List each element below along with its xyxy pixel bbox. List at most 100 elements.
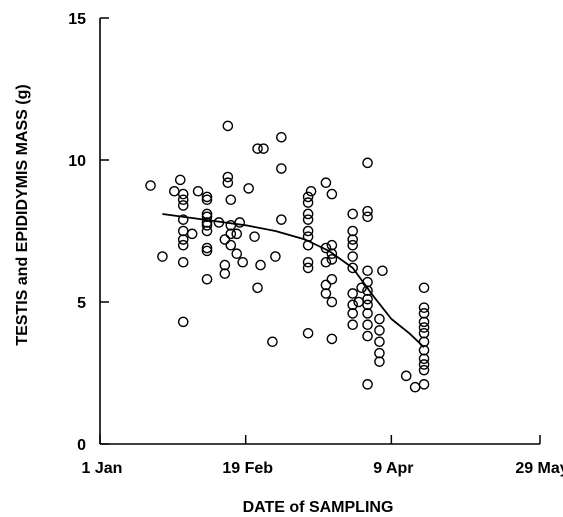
data-point <box>255 259 266 271</box>
data-point <box>418 282 430 294</box>
axis-ticks: 1 Jan 19 Feb 9 Apr 29 May 0 5 10 15 <box>68 11 563 477</box>
data-point <box>201 211 213 223</box>
data-point <box>302 208 314 220</box>
data-points <box>145 120 430 393</box>
data-point <box>362 299 373 311</box>
data-point <box>374 325 385 336</box>
x-tick-label: 29 May <box>515 460 563 477</box>
data-point <box>347 239 359 251</box>
data-point <box>201 194 213 206</box>
data-point <box>377 265 388 277</box>
y-tick-label: 0 <box>77 437 86 454</box>
data-point <box>374 356 385 367</box>
data-point <box>192 185 204 197</box>
data-point <box>201 273 213 285</box>
data-point <box>219 259 231 271</box>
data-point <box>302 256 314 268</box>
data-point <box>302 191 314 203</box>
data-point <box>222 120 234 132</box>
data-point <box>177 194 189 206</box>
data-point <box>347 288 359 299</box>
data-point <box>326 273 338 285</box>
data-point <box>243 183 254 194</box>
data-point <box>320 279 332 291</box>
data-point <box>237 256 249 268</box>
data-point <box>219 268 231 279</box>
data-point <box>418 302 430 313</box>
data-point <box>374 347 385 359</box>
data-point <box>177 316 189 328</box>
data-point <box>347 251 359 262</box>
data-point <box>418 379 430 390</box>
data-point <box>276 163 287 174</box>
data-point <box>320 177 332 189</box>
data-point <box>270 251 281 262</box>
x-tick-label: 19 Feb <box>222 460 273 477</box>
data-point <box>177 239 189 251</box>
data-point <box>231 248 243 260</box>
data-point <box>347 262 359 274</box>
data-point <box>157 251 168 262</box>
data-point <box>201 245 213 257</box>
data-point <box>177 214 189 225</box>
data-point <box>320 288 332 299</box>
data-point <box>201 208 213 220</box>
data-point <box>302 262 314 274</box>
data-point <box>418 359 430 370</box>
data-point <box>362 205 373 217</box>
y-axis-title: TESTIS and EPIDIDYMIS MASS (g) <box>14 84 31 345</box>
x-tick-label: 9 Apr <box>373 460 413 477</box>
data-point <box>320 256 332 268</box>
x-axis-title: DATE of SAMPLING <box>243 499 394 516</box>
data-point <box>362 379 373 390</box>
data-point <box>362 319 373 331</box>
data-point <box>362 265 373 277</box>
data-point <box>418 316 430 328</box>
data-point <box>326 188 338 200</box>
data-point <box>177 225 189 237</box>
data-point <box>347 299 359 311</box>
data-point <box>418 327 430 339</box>
x-tick-label: 1 Jan <box>82 460 123 477</box>
data-point <box>276 214 287 225</box>
data-point <box>400 370 412 382</box>
data-point <box>177 234 189 245</box>
data-point <box>347 319 359 331</box>
data-point <box>409 381 421 393</box>
data-point <box>326 296 338 308</box>
data-point <box>222 171 234 183</box>
data-point <box>302 214 314 225</box>
data-point <box>177 188 189 200</box>
data-point <box>267 336 278 348</box>
data-point <box>374 313 385 325</box>
data-point <box>231 228 243 240</box>
data-point <box>252 143 263 154</box>
data-point <box>276 131 287 143</box>
data-point <box>305 185 317 197</box>
data-point <box>249 231 260 242</box>
data-point <box>225 239 237 251</box>
data-point <box>169 185 180 197</box>
trend-line <box>162 213 425 349</box>
data-point <box>252 282 263 294</box>
data-point <box>174 174 186 186</box>
data-point <box>201 242 213 254</box>
data-point <box>222 177 234 189</box>
data-point <box>362 276 373 288</box>
data-point <box>418 364 430 376</box>
data-point <box>302 197 314 208</box>
data-point <box>362 211 373 223</box>
data-point <box>362 157 373 169</box>
data-point <box>418 308 430 319</box>
data-point <box>219 234 231 245</box>
data-point <box>362 330 373 342</box>
data-point <box>347 234 359 245</box>
data-point <box>145 180 156 191</box>
data-point <box>177 200 189 211</box>
axes <box>99 18 540 445</box>
data-point <box>302 327 314 339</box>
data-point <box>177 256 189 268</box>
y-tick-label: 15 <box>68 11 86 28</box>
data-point <box>347 225 359 237</box>
data-point <box>326 239 338 251</box>
